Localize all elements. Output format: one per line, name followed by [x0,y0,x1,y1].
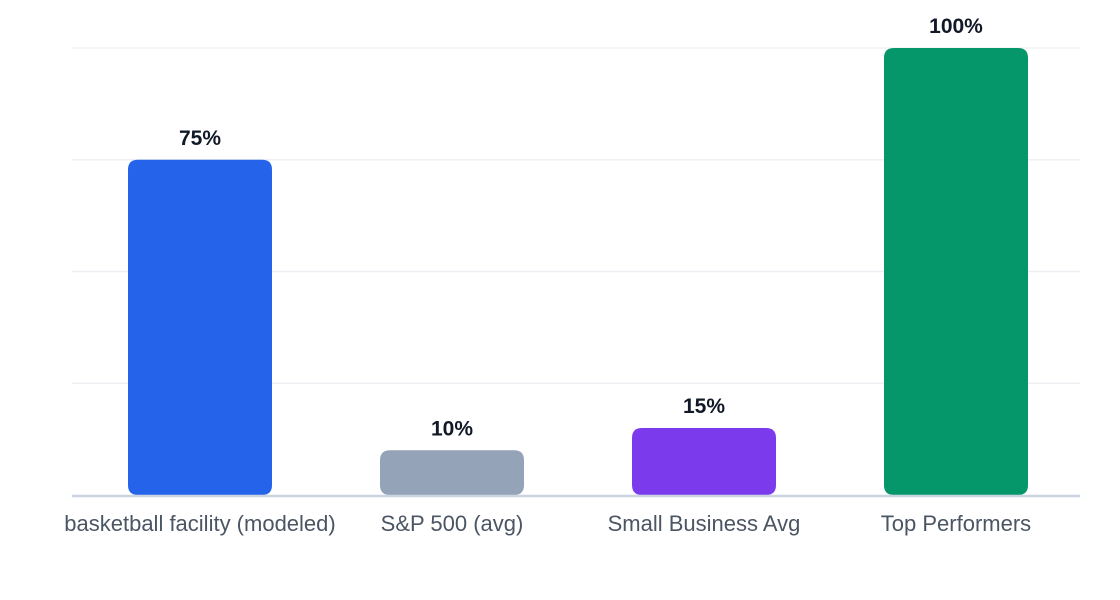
bar-4 [884,48,1028,495]
bar-value-label-3: 15% [683,395,725,418]
bar-value-label-2: 10% [431,417,473,440]
bar-1 [128,159,272,495]
value-labels: 75% 10% 15% 100% [179,15,983,440]
bar-2 [380,450,524,495]
bar-3 [632,427,776,495]
category-labels: basketball facility (modeled) S&P 500 (av… [64,511,1031,536]
category-label-1: basketball facility (modeled) [64,511,335,536]
category-label-2: S&P 500 (avg) [381,511,524,536]
bar-value-label-4: 100% [929,15,983,38]
bars [128,48,1028,495]
category-label-4: Top Performers [881,511,1031,536]
bar-value-label-1: 75% [179,127,221,150]
category-label-3: Small Business Avg [608,511,801,536]
